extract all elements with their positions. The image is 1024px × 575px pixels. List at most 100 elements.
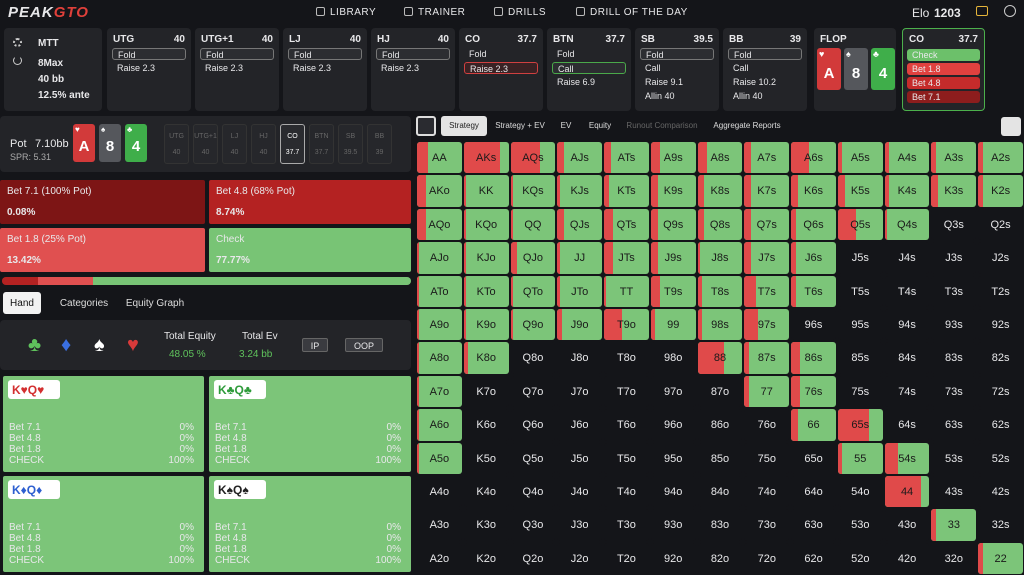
action-option[interactable]: Raise 9.1 xyxy=(645,77,684,87)
range-cell[interactable]: J3s xyxy=(931,242,977,274)
range-cell[interactable]: 75o xyxy=(744,442,790,474)
range-cell[interactable]: K5s xyxy=(837,175,883,207)
range-cell[interactable]: 64s xyxy=(884,409,930,441)
range-cell[interactable]: K8s xyxy=(697,175,743,207)
range-cell[interactable]: TT xyxy=(604,275,649,307)
range-cell[interactable]: Q7o xyxy=(510,375,556,408)
range-cell[interactable]: T4o xyxy=(604,476,649,508)
range-cell[interactable]: Q2o xyxy=(510,542,556,575)
action-option[interactable]: Call xyxy=(733,63,749,73)
range-cell[interactable]: KQs xyxy=(510,175,556,207)
action-option[interactable]: Fold xyxy=(640,48,714,60)
suit-filter[interactable]: ♣ xyxy=(28,334,42,356)
range-cell[interactable]: T5o xyxy=(604,442,649,474)
range-cell[interactable]: 32o xyxy=(931,542,977,575)
range-cell[interactable]: 52s xyxy=(978,442,1023,474)
range-cell[interactable]: J9s xyxy=(650,242,696,274)
tab[interactable]: Categories xyxy=(55,292,113,314)
position-card[interactable]: LJ 40 Fold Raise 2.3 xyxy=(283,28,367,111)
range-cell[interactable]: A5s xyxy=(837,142,883,174)
hand-card[interactable]: K♠Q♠ Bet 7.1 0% Bet 4.8 0% Bet 1.8 0% CHECK 100% xyxy=(209,476,411,572)
action-option[interactable]: Fold xyxy=(200,48,274,60)
action-option[interactable]: Allin 40 xyxy=(733,91,763,101)
range-cell[interactable]: 54o xyxy=(837,476,883,508)
nav-item[interactable]: LIBRARY xyxy=(330,7,377,18)
range-cell[interactable]: KTs xyxy=(604,175,649,207)
action-option[interactable]: Fold xyxy=(728,48,802,60)
range-cell[interactable]: 73o xyxy=(744,509,790,541)
seat[interactable]: LJ 40 xyxy=(222,124,247,164)
range-cell[interactable]: K7s xyxy=(744,175,790,207)
hand-card[interactable]: K♥Q♥ Bet 7.1 0% Bet 4.8 0% Bet 1.8 0% CHECK 100% xyxy=(3,376,204,472)
range-cell[interactable]: K7o xyxy=(463,375,509,408)
range-cell[interactable]: 96o xyxy=(650,409,696,441)
range-cell[interactable]: 52o xyxy=(837,542,883,575)
range-cell[interactable]: K8o xyxy=(463,342,509,374)
range-cell[interactable]: J2o xyxy=(557,542,603,575)
range-cell[interactable]: J2s xyxy=(978,242,1023,274)
range-cell[interactable]: 77 xyxy=(744,375,790,408)
action-option[interactable]: Bet 4.8 xyxy=(907,77,980,89)
range-cell[interactable]: J8o xyxy=(557,342,603,374)
action-option[interactable]: Fold xyxy=(557,49,575,59)
range-cell[interactable]: T5s xyxy=(837,275,883,307)
range-cell[interactable]: A6s xyxy=(791,142,836,174)
layout-toggle[interactable] xyxy=(416,116,436,136)
position-card[interactable]: UTG 40 Fold Raise 2.3 xyxy=(107,28,191,111)
user-icon[interactable] xyxy=(1004,5,1016,17)
range-cell[interactable]: A2o xyxy=(417,542,462,575)
range-cell[interactable]: J4o xyxy=(557,476,603,508)
range-cell[interactable]: A4o xyxy=(417,476,462,508)
range-cell[interactable]: T7s xyxy=(744,275,790,307)
seat[interactable]: BTN 37.7 xyxy=(309,124,334,164)
range-cell[interactable]: AJs xyxy=(557,142,603,174)
position-card[interactable]: CO 37.7 Fold Raise 2.3 xyxy=(459,28,543,111)
range-cell[interactable]: 94s xyxy=(884,309,930,341)
range-cell[interactable]: 82s xyxy=(978,342,1023,374)
range-cell[interactable]: T3s xyxy=(931,275,977,307)
action-option[interactable]: Call xyxy=(645,63,661,73)
range-cell[interactable]: T8s xyxy=(697,275,743,307)
range-cell[interactable]: 63s xyxy=(931,409,977,441)
range-cell[interactable]: 75s xyxy=(837,375,883,408)
range-cell[interactable]: 76s xyxy=(791,375,836,408)
suit-filter[interactable]: ♠ xyxy=(94,334,105,356)
action-option[interactable]: Raise 2.3 xyxy=(464,62,538,74)
range-cell[interactable]: Q3s xyxy=(931,208,977,241)
seat[interactable]: HJ 40 xyxy=(251,124,276,164)
range-cell[interactable]: 33 xyxy=(931,509,977,541)
range-cell[interactable]: K6s xyxy=(791,175,836,207)
range-cell[interactable]: 87s xyxy=(744,342,790,374)
action-option[interactable]: Bet 7.1 xyxy=(907,91,980,103)
range-cell[interactable]: Q9s xyxy=(650,208,696,241)
action-option[interactable]: Allin 40 xyxy=(645,91,675,101)
range-cell[interactable]: 74s xyxy=(884,375,930,408)
range-cell[interactable]: ATs xyxy=(604,142,649,174)
range-cell[interactable]: 53o xyxy=(837,509,883,541)
position-card[interactable]: HJ 40 Fold Raise 2.3 xyxy=(371,28,455,111)
range-cell[interactable]: J7o xyxy=(557,375,603,408)
range-cell[interactable]: Q4s xyxy=(884,208,930,241)
range-cell[interactable]: 62o xyxy=(791,542,836,575)
range-cell[interactable]: 92s xyxy=(978,309,1023,341)
strategy-action[interactable]: Bet 4.8 (68% Pot) 8.74% xyxy=(209,180,411,224)
range-cell[interactable]: 97o xyxy=(650,375,696,408)
range-cell[interactable]: JJ xyxy=(557,242,603,274)
position-card[interactable]: UTG+1 40 Fold Raise 2.3 xyxy=(195,28,279,111)
range-cell[interactable]: K2o xyxy=(463,542,509,575)
range-cell[interactable]: 72s xyxy=(978,375,1023,408)
range-cell[interactable]: T7o xyxy=(604,375,649,408)
range-cell[interactable]: QQ xyxy=(510,208,556,241)
range-cell[interactable]: J6o xyxy=(557,409,603,441)
range-cell[interactable]: K3o xyxy=(463,509,509,541)
range-cell[interactable]: K2s xyxy=(978,175,1023,207)
range-cell[interactable]: 43s xyxy=(931,476,977,508)
range-cell[interactable]: Q5s xyxy=(837,208,883,241)
view-tab[interactable]: Strategy + EV xyxy=(490,116,550,136)
range-cell[interactable]: 73s xyxy=(931,375,977,408)
range-cell[interactable]: 76o xyxy=(744,409,790,441)
range-cell[interactable]: 43o xyxy=(884,509,930,541)
range-cell[interactable]: Q8o xyxy=(510,342,556,374)
hand-card[interactable]: K♦Q♦ Bet 7.1 0% Bet 4.8 0% Bet 1.8 0% CHECK 100% xyxy=(3,476,204,572)
range-cell[interactable]: A8o xyxy=(417,342,462,374)
